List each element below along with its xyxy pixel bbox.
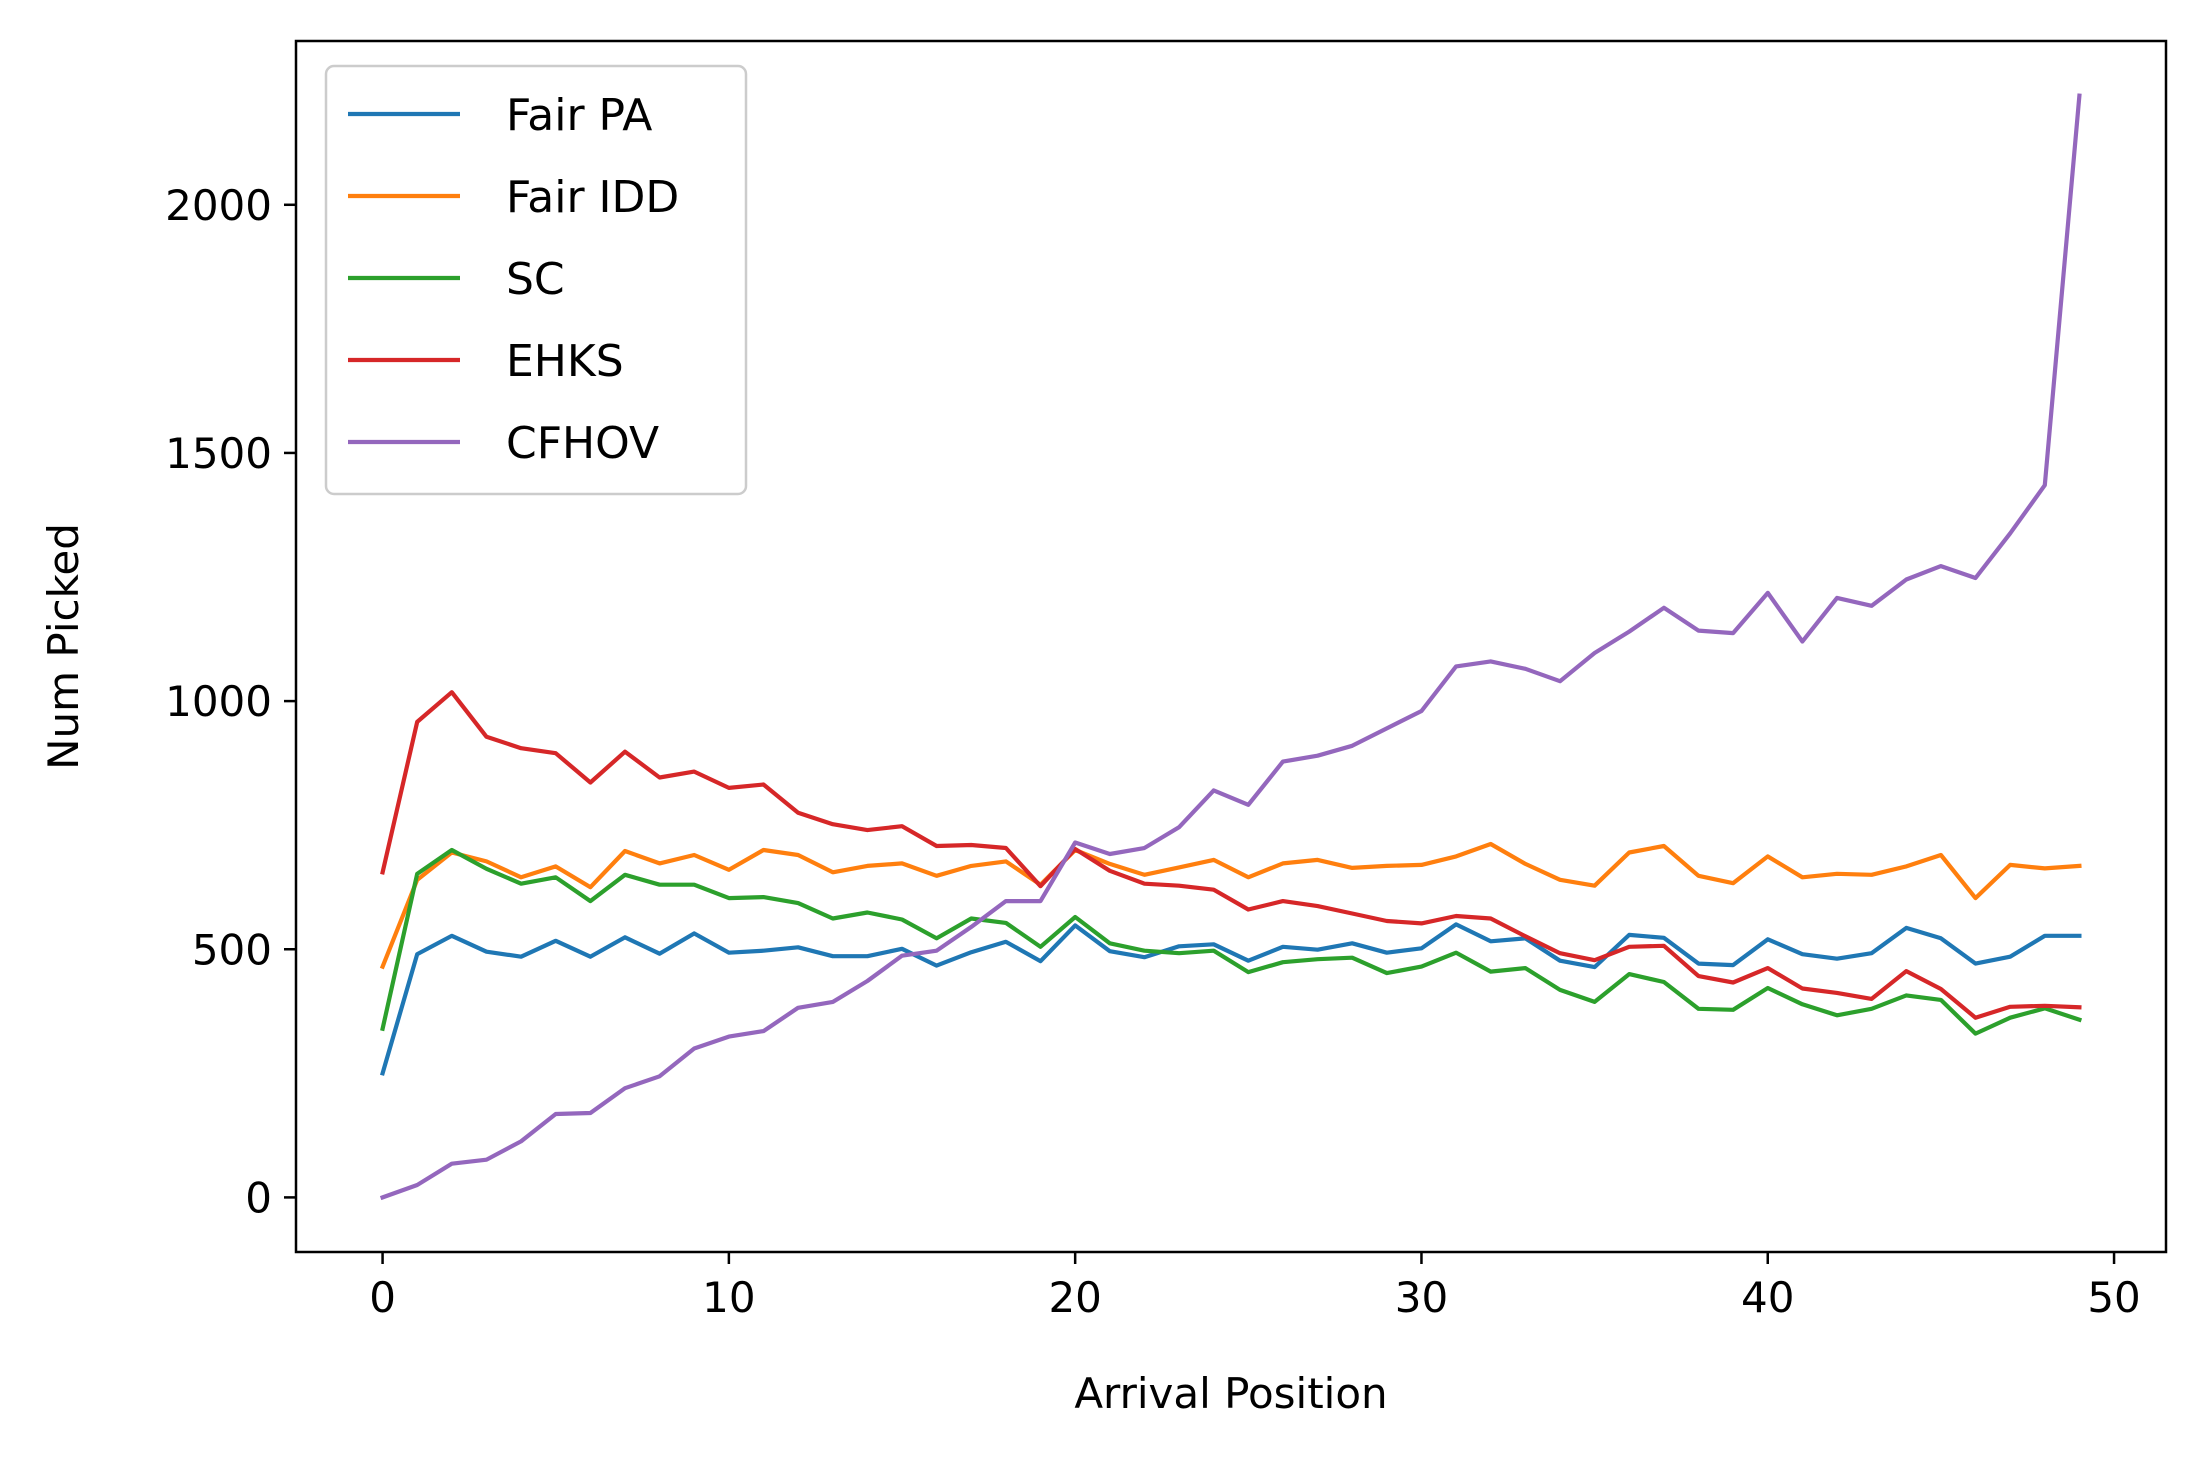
y-tick-label: 2000 [165,181,272,230]
x-tick-label: 10 [702,1273,755,1322]
legend-label-cfhov: CFHOV [506,418,659,469]
series-line-sc [380,847,2083,1036]
series-line-ehks [380,690,2082,1020]
y-axis-label: Num Picked [39,523,88,770]
legend-label-ehks: EHKS [506,336,624,387]
plot-area [379,93,2083,1201]
y-axis: 0 500 1000 1500 2000 [165,181,296,1222]
y-tick-label: 1500 [165,429,272,478]
y-tick-label: 1000 [165,677,272,726]
series-line-fair-idd [379,841,2082,970]
legend-label-fair-idd: Fair IDD [506,172,679,223]
series-line-fair-pa [379,922,2082,1076]
legend-label-sc: SC [506,254,565,305]
x-axis: 0 10 20 30 40 50 [369,1252,2141,1322]
x-tick-label: 40 [1741,1273,1794,1322]
axes-frame [294,39,2168,1254]
x-tick-label: 0 [369,1273,396,1322]
legend-label-fair-pa: Fair PA [506,90,652,141]
x-tick-label: 30 [1395,1273,1448,1322]
x-tick-label: 20 [1048,1273,1101,1322]
x-axis-label: Arrival Position [1074,1369,1387,1418]
y-tick-label: 500 [192,925,272,974]
x-tick-label: 50 [2087,1273,2140,1322]
legend-box [324,64,748,496]
series-line-cfhov [379,93,2082,1201]
y-tick-label: 0 [245,1173,272,1222]
legend: Fair PA Fair IDD SC EHKS CFHOV [324,64,748,496]
